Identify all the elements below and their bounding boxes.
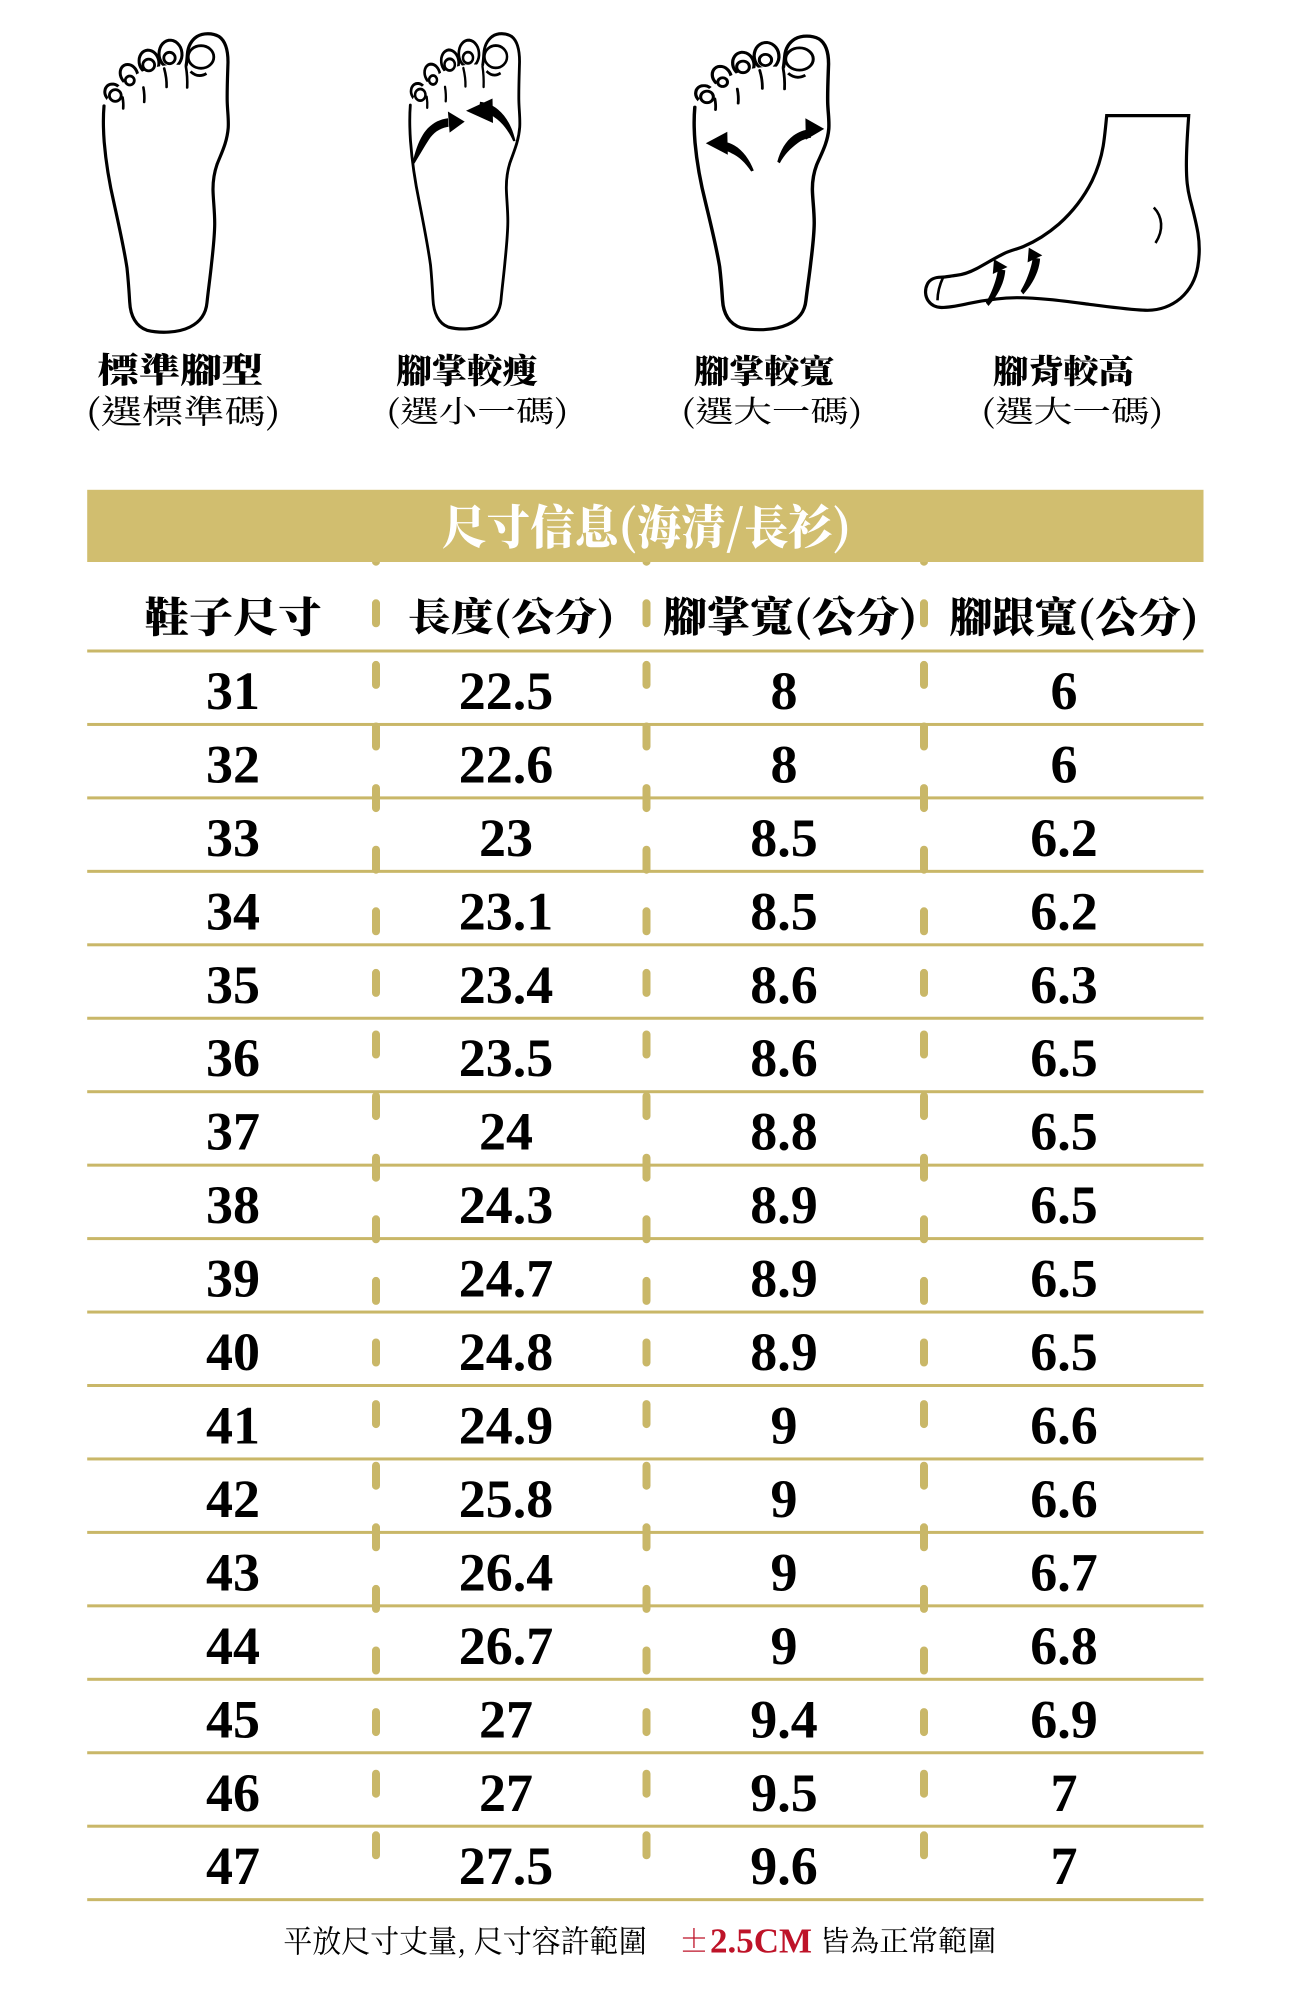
svg-text:6.6: 6.6	[1030, 1396, 1098, 1456]
svg-text:9: 9	[771, 1616, 798, 1676]
svg-text:8.8: 8.8	[750, 1102, 818, 1162]
svg-text:23: 23	[479, 808, 533, 868]
svg-text:8.9: 8.9	[750, 1322, 818, 1382]
svg-text:6: 6	[1051, 661, 1078, 721]
svg-text:32: 32	[206, 735, 260, 795]
svg-text:24.8: 24.8	[459, 1322, 554, 1382]
svg-text:23.5: 23.5	[459, 1028, 554, 1088]
svg-text:26.7: 26.7	[459, 1616, 554, 1676]
svg-text:6.2: 6.2	[1030, 881, 1098, 941]
svg-text:24.7: 24.7	[459, 1249, 554, 1309]
svg-text:39: 39	[206, 1249, 260, 1309]
svg-text:46: 46	[206, 1763, 260, 1823]
svg-text:8.9: 8.9	[750, 1249, 818, 1309]
svg-text:6: 6	[1051, 735, 1078, 795]
svg-text:8.5: 8.5	[750, 881, 818, 941]
svg-text:8.6: 8.6	[750, 1028, 818, 1088]
svg-text:40: 40	[206, 1322, 260, 1382]
svg-text:7: 7	[1051, 1763, 1078, 1823]
svg-text:6.2: 6.2	[1030, 808, 1098, 868]
svg-text:8: 8	[771, 735, 798, 795]
svg-text:6.7: 6.7	[1030, 1542, 1098, 1602]
svg-text:42: 42	[206, 1469, 260, 1529]
svg-text:34: 34	[206, 881, 260, 941]
svg-text:22.5: 22.5	[459, 661, 554, 721]
svg-text:7: 7	[1051, 1836, 1078, 1896]
svg-text:2.5CM: 2.5CM	[710, 1921, 812, 1960]
svg-text:6.5: 6.5	[1030, 1028, 1098, 1088]
svg-text:9: 9	[771, 1396, 798, 1456]
svg-text:43: 43	[206, 1542, 260, 1602]
svg-text:6.5: 6.5	[1030, 1322, 1098, 1382]
svg-text:9.5: 9.5	[750, 1763, 818, 1823]
svg-text:22.6: 22.6	[459, 735, 554, 795]
svg-text:8.6: 8.6	[750, 955, 818, 1015]
svg-text:25.8: 25.8	[459, 1469, 554, 1529]
svg-text:8.5: 8.5	[750, 808, 818, 868]
svg-text:27.5: 27.5	[459, 1836, 554, 1896]
svg-text:41: 41	[206, 1396, 260, 1456]
svg-text:35: 35	[206, 955, 260, 1015]
svg-text:36: 36	[206, 1028, 260, 1088]
svg-text:6.9: 6.9	[1030, 1689, 1098, 1749]
svg-text:6.8: 6.8	[1030, 1616, 1098, 1676]
svg-text:6.3: 6.3	[1030, 955, 1098, 1015]
svg-text:23.4: 23.4	[459, 955, 554, 1015]
svg-text:45: 45	[206, 1689, 260, 1749]
svg-text:33: 33	[206, 808, 260, 868]
svg-text:38: 38	[206, 1175, 260, 1235]
svg-text:6.6: 6.6	[1030, 1469, 1098, 1529]
svg-text:23.1: 23.1	[459, 881, 554, 941]
svg-text:9.6: 9.6	[750, 1836, 818, 1896]
svg-text:37: 37	[206, 1102, 260, 1162]
svg-text:47: 47	[206, 1836, 260, 1896]
svg-text:9: 9	[771, 1469, 798, 1529]
svg-text:26.4: 26.4	[459, 1542, 554, 1602]
svg-text:27: 27	[479, 1763, 533, 1823]
svg-text:6.5: 6.5	[1030, 1175, 1098, 1235]
svg-text:44: 44	[206, 1616, 260, 1676]
svg-text:24.3: 24.3	[459, 1175, 554, 1235]
svg-text:24: 24	[479, 1102, 533, 1162]
svg-text:8: 8	[771, 661, 798, 721]
svg-text:8.9: 8.9	[750, 1175, 818, 1235]
svg-text:31: 31	[206, 661, 260, 721]
svg-text:6.5: 6.5	[1030, 1102, 1098, 1162]
svg-text:9: 9	[771, 1542, 798, 1602]
svg-text:27: 27	[479, 1689, 533, 1749]
svg-text:9.4: 9.4	[750, 1689, 818, 1749]
svg-text:24.9: 24.9	[459, 1396, 554, 1456]
svg-text:6.5: 6.5	[1030, 1249, 1098, 1309]
